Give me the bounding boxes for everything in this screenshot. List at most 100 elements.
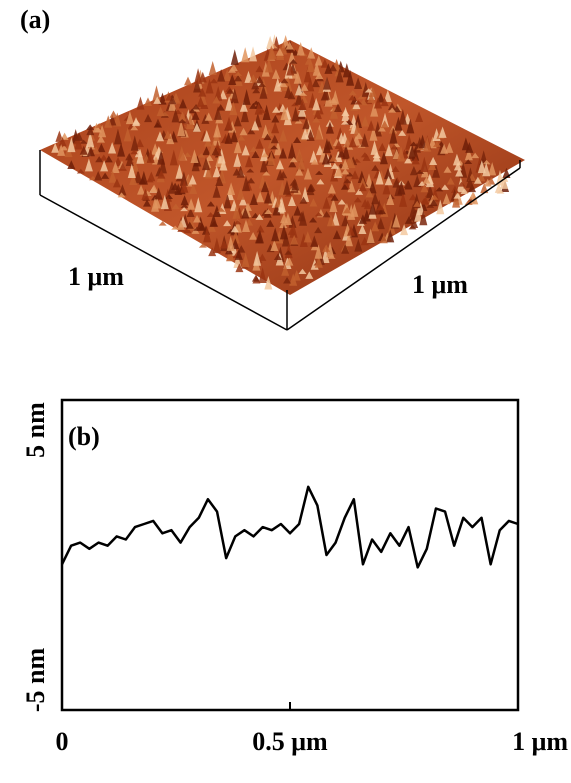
afm-peak [271, 69, 280, 79]
afm-peak [130, 149, 139, 155]
afm-peak [381, 112, 390, 128]
afm-peak [136, 96, 145, 110]
afm-peak [337, 199, 346, 205]
afm-peak [430, 194, 439, 200]
afm-peak [205, 78, 214, 94]
afm-peak [358, 182, 367, 192]
x-tick-label: 0.5 μm [252, 727, 328, 756]
afm-peak [375, 170, 384, 185]
afm-peak [353, 121, 362, 137]
afm-peak [287, 142, 296, 159]
afm-peak [354, 100, 363, 105]
afm-peak [111, 161, 120, 174]
y-tick-label: -5 nm [21, 648, 50, 713]
afm-peak [180, 180, 189, 193]
afm-peak [233, 115, 242, 127]
afm-peak [337, 132, 346, 144]
afm-peak [358, 176, 367, 188]
afm-peak [336, 147, 345, 152]
afm-peak [279, 220, 288, 229]
afm-peak [322, 76, 331, 90]
afm-peak [343, 207, 352, 214]
afm-peak [208, 247, 217, 257]
afm-peak [109, 110, 118, 118]
afm-peak [341, 243, 350, 254]
afm-peak [341, 168, 350, 175]
afm-peak [289, 223, 298, 238]
panel-b-label: (b) [68, 422, 100, 451]
afm-peak [310, 240, 319, 247]
afm-peak [130, 135, 139, 151]
afm-peak [392, 214, 401, 228]
afm-peak [247, 177, 256, 184]
afm-peak [284, 76, 293, 91]
afm-peak [358, 214, 367, 224]
afm-peak [295, 167, 304, 176]
afm-peak [380, 97, 389, 107]
afm-frame [39, 150, 521, 331]
afm-peak [249, 231, 258, 240]
afm-peak [488, 162, 497, 176]
afm-peak [264, 58, 273, 73]
afm-peak [361, 81, 370, 97]
afm-peak [455, 167, 464, 177]
afm-peak [286, 62, 295, 76]
afm-peak [212, 135, 221, 141]
afm-peak [380, 120, 389, 129]
afm-peak [204, 164, 213, 179]
afm-peak [188, 174, 197, 185]
afm-peak [266, 219, 275, 227]
afm-peak [223, 220, 232, 227]
afm-peak [253, 250, 262, 266]
afm-peak [322, 244, 331, 252]
afm-peak [134, 168, 143, 184]
afm-peak [419, 209, 428, 226]
afm-peak [108, 170, 117, 183]
afm-peak [377, 125, 386, 132]
afm-peak [285, 256, 294, 266]
afm-peak [142, 199, 151, 207]
afm-peak [360, 236, 369, 246]
afm-peak [340, 120, 349, 125]
afm-peak [433, 141, 442, 148]
afm-peak [324, 140, 333, 150]
afm-peak [299, 233, 308, 247]
afm-peak [259, 85, 268, 99]
afm-peak [320, 58, 329, 68]
afm-peak [329, 198, 338, 213]
afm-peak [264, 190, 273, 204]
afm-peak [443, 166, 452, 173]
afm-peak [257, 82, 266, 87]
afm-peak [137, 184, 146, 195]
afm-peak [440, 184, 449, 190]
afm-peak [86, 124, 95, 130]
afm-peak [227, 182, 236, 195]
afm-peak [299, 210, 308, 226]
afm-peak [273, 253, 282, 260]
afm-peak [369, 126, 378, 141]
afm-peak [361, 115, 370, 127]
afm-peak [153, 96, 162, 104]
afm-peak [273, 77, 282, 92]
afm-peak [376, 204, 385, 211]
afm-peak [168, 96, 177, 105]
afm-peak [309, 150, 318, 163]
afm-peak [332, 230, 341, 240]
afm-peak [255, 76, 264, 84]
afm-peak [236, 187, 245, 200]
afm-peak [432, 164, 441, 178]
afm-peak [367, 93, 376, 103]
afm-peak [251, 79, 260, 90]
afm-peak [500, 176, 509, 189]
afm-peak [351, 170, 360, 180]
afm-peak [416, 169, 425, 174]
afm-peak [330, 194, 339, 201]
afm-right-label: 1 μm [412, 270, 468, 299]
afm-peak [306, 58, 315, 72]
afm-peak [409, 141, 418, 147]
afm-peak [262, 104, 271, 121]
afm-peak [219, 158, 228, 171]
afm-peak [246, 168, 255, 173]
afm-peak [249, 193, 258, 205]
